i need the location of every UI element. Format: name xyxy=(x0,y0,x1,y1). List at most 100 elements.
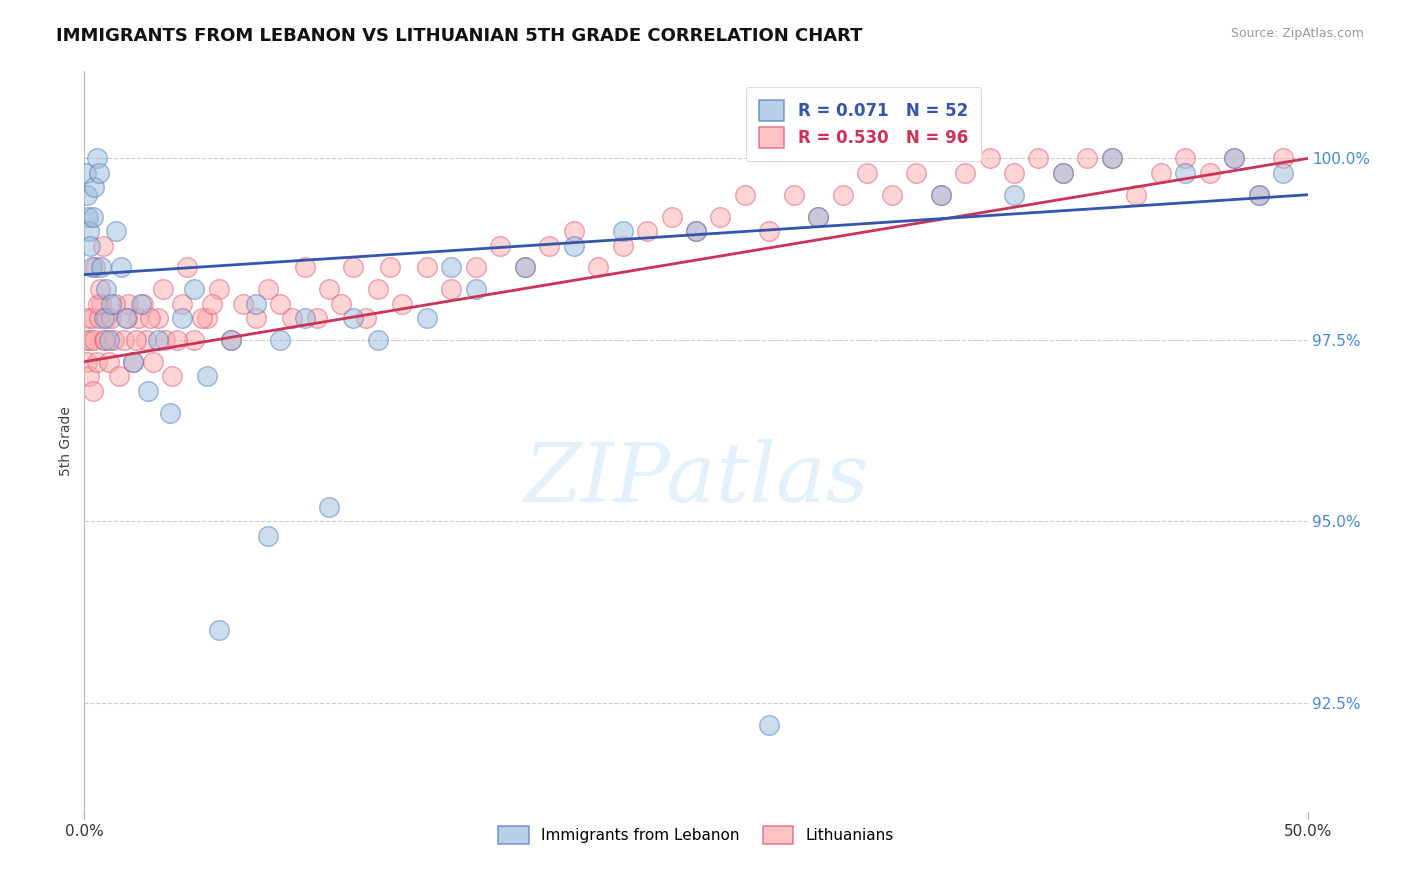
Point xyxy=(112,333,135,347)
Point xyxy=(122,354,145,368)
Point xyxy=(132,296,155,310)
Point xyxy=(416,260,439,275)
Point xyxy=(93,311,115,326)
Legend: Immigrants from Lebanon, Lithuanians: Immigrants from Lebanon, Lithuanians xyxy=(486,814,905,856)
Point xyxy=(440,282,463,296)
Point xyxy=(257,529,280,543)
Point xyxy=(929,187,952,202)
Point xyxy=(1101,152,1123,166)
Point xyxy=(294,311,316,326)
Point xyxy=(94,333,117,347)
Point xyxy=(135,333,157,347)
Point xyxy=(1150,166,1173,180)
Point xyxy=(1052,166,1074,180)
Point xyxy=(807,210,830,224)
Point xyxy=(117,296,139,310)
Point xyxy=(96,311,118,326)
Point xyxy=(1174,166,1197,180)
Point xyxy=(513,260,536,275)
Point xyxy=(77,224,100,238)
Point xyxy=(685,224,707,238)
Point xyxy=(856,166,879,180)
Point xyxy=(153,333,176,347)
Point xyxy=(139,311,162,326)
Point xyxy=(90,296,112,310)
Point xyxy=(294,260,316,275)
Point xyxy=(191,311,214,326)
Point xyxy=(1076,152,1098,166)
Point xyxy=(1247,187,1270,202)
Point xyxy=(489,238,512,252)
Point xyxy=(318,282,340,296)
Point xyxy=(831,187,853,202)
Point xyxy=(342,260,364,275)
Point xyxy=(269,333,291,347)
Point xyxy=(1223,152,1246,166)
Point xyxy=(75,333,97,347)
Point xyxy=(1272,152,1295,166)
Point xyxy=(115,311,138,326)
Point xyxy=(219,333,242,347)
Point xyxy=(97,354,120,368)
Point xyxy=(91,238,114,252)
Point xyxy=(162,369,184,384)
Point xyxy=(195,311,218,326)
Point xyxy=(136,384,159,398)
Point xyxy=(152,282,174,296)
Point xyxy=(330,296,353,310)
Point xyxy=(200,296,222,310)
Point xyxy=(172,311,194,326)
Point xyxy=(758,224,780,238)
Point xyxy=(538,238,561,252)
Point xyxy=(1101,152,1123,166)
Point xyxy=(636,224,658,238)
Point xyxy=(127,311,149,326)
Point xyxy=(440,260,463,275)
Point xyxy=(159,405,181,419)
Point xyxy=(176,260,198,275)
Point xyxy=(783,187,806,202)
Point xyxy=(183,282,205,296)
Point xyxy=(305,311,328,326)
Point xyxy=(562,224,585,238)
Point xyxy=(232,296,254,310)
Point xyxy=(77,210,100,224)
Point xyxy=(464,282,486,296)
Point xyxy=(257,282,280,296)
Point xyxy=(86,354,108,368)
Point xyxy=(979,152,1001,166)
Point xyxy=(83,180,105,194)
Point xyxy=(79,238,101,252)
Point xyxy=(87,311,110,326)
Y-axis label: 5th Grade: 5th Grade xyxy=(59,407,73,476)
Point xyxy=(953,166,976,180)
Point xyxy=(87,166,110,180)
Point xyxy=(87,296,110,310)
Point xyxy=(586,260,609,275)
Point xyxy=(245,296,267,310)
Point xyxy=(758,717,780,731)
Point xyxy=(905,166,928,180)
Point xyxy=(342,311,364,326)
Point xyxy=(77,311,100,326)
Point xyxy=(80,260,103,275)
Point xyxy=(367,333,389,347)
Point xyxy=(146,311,169,326)
Point xyxy=(208,624,231,638)
Point xyxy=(1002,187,1025,202)
Point xyxy=(1174,152,1197,166)
Point xyxy=(76,354,98,368)
Point xyxy=(612,238,634,252)
Point xyxy=(1198,166,1220,180)
Point xyxy=(1028,152,1050,166)
Point xyxy=(79,333,101,347)
Point xyxy=(82,384,104,398)
Point xyxy=(1052,166,1074,180)
Point xyxy=(86,152,108,166)
Point xyxy=(612,224,634,238)
Point xyxy=(1247,187,1270,202)
Point xyxy=(929,187,952,202)
Point xyxy=(166,333,188,347)
Point xyxy=(318,500,340,514)
Point xyxy=(195,369,218,384)
